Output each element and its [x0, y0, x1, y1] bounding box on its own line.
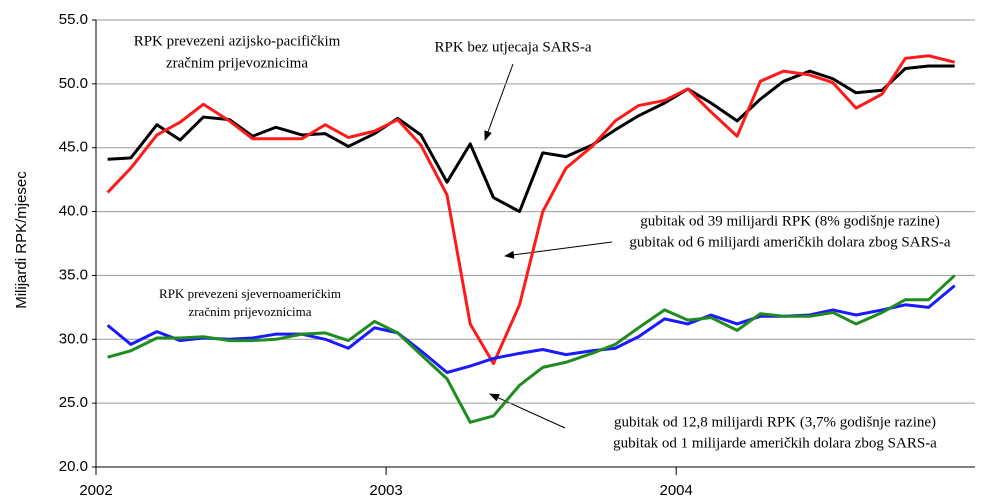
y-tick-label: 30.0 [59, 330, 88, 347]
annotation: RPK prevezeni azijsko-pacifičkim [134, 33, 341, 49]
y-tick-label: 55.0 [59, 11, 88, 28]
y-tick-label: 45.0 [59, 139, 88, 156]
annotation: RPK prevezeni sjevernoameričkim [159, 286, 341, 301]
annotation: zračnim prijevoznicima [166, 55, 308, 71]
arrow [504, 241, 613, 259]
y-tick-label: 40.0 [59, 203, 88, 220]
data-line [106, 54, 956, 366]
x-tick-label: 2004 [660, 482, 693, 499]
annotation: zračnim prijevoznicima [188, 304, 311, 319]
data-line [107, 274, 956, 424]
data-line [107, 64, 955, 214]
annotation: RPK bez utjecaja SARS-a [434, 39, 591, 55]
annotation: gubitak od 6 milijardi američkih dolara … [629, 234, 951, 250]
annotation: gubitak od 1 milijarde američkih dolara … [613, 435, 937, 451]
x-tick-label: 2002 [79, 482, 112, 499]
y-tick-label: 25.0 [59, 394, 88, 411]
y-tick-label: 35.0 [59, 266, 88, 283]
annotation: gubitak od 39 milijardi RPK (8% godišnje… [640, 213, 940, 229]
annotation: gubitak od 12,8 milijardi RPK (3,7% godi… [614, 414, 936, 430]
arrow [484, 63, 514, 141]
y-tick-label: 20.0 [59, 458, 88, 475]
arrow [489, 393, 566, 429]
y-tick-label: 50.0 [59, 75, 88, 92]
y-axis-label: Milijardi RPK/mjesec [13, 171, 30, 309]
x-tick-label: 2003 [369, 482, 402, 499]
